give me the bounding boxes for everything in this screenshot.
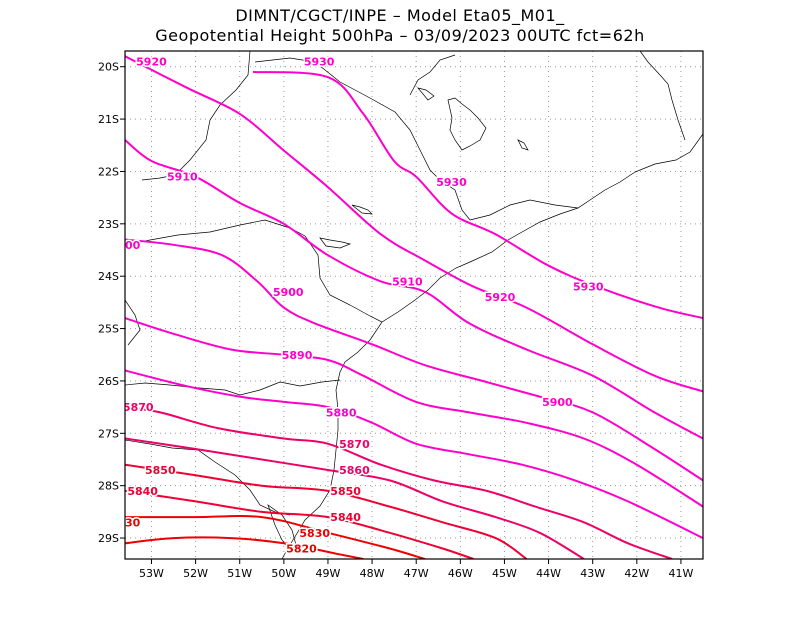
state-border	[125, 379, 341, 396]
reservoir	[319, 237, 352, 249]
contour-label: 5930	[436, 176, 467, 189]
contour-line-5860	[125, 437, 585, 559]
contour-label: 5920	[485, 291, 516, 304]
y-tick-label: 29S	[98, 532, 119, 545]
height-contours	[125, 55, 703, 559]
x-tick-label: 43W	[580, 567, 605, 580]
contour-label: 5840	[330, 511, 361, 524]
national-border	[125, 439, 291, 516]
contour-line-5920	[125, 55, 703, 393]
contour-label: 5930	[573, 281, 604, 294]
contour-labels: 5930 5930 5930 5920 5920 5910 5910 5900 5900 5900…	[110, 54, 605, 557]
y-tick-label: 28S	[98, 480, 119, 493]
reservoir	[447, 97, 487, 151]
reservoir	[417, 87, 435, 101]
contour-label: 5850	[330, 485, 361, 498]
contour-label: 5850	[145, 464, 176, 477]
x-tick-label: 49W	[316, 567, 341, 580]
contour-label: 5900	[542, 396, 573, 409]
x-tick-label: 47W	[404, 567, 429, 580]
contour-label: 5820	[286, 543, 317, 556]
coastline	[281, 133, 703, 559]
x-tick-label: 51W	[227, 567, 252, 580]
contour-label: 5890	[282, 349, 313, 362]
contour-line-5880	[125, 369, 703, 539]
axis-ticks: 53W 52W 51W 50W 49W 48W 47W 46W 45W 44W 43W 42W 41W 2…	[98, 61, 693, 580]
map-title-line-2: Geopotential Height 500hPa – 03/09/2023 …	[155, 26, 645, 45]
state-border	[141, 51, 251, 181]
contour-label: 5910	[392, 275, 423, 288]
x-tick-label: 42W	[624, 567, 649, 580]
coastline-and-borders	[125, 51, 703, 559]
contour-label: 5900	[110, 239, 141, 252]
state-border	[409, 54, 456, 96]
x-tick-label: 48W	[360, 567, 385, 580]
x-tick-label: 50W	[271, 567, 296, 580]
x-tick-label: 44W	[536, 567, 561, 580]
contour-label: 5920	[136, 55, 167, 68]
contour-line-5900	[125, 238, 703, 482]
y-tick-label: 21S	[98, 113, 119, 126]
reservoir	[351, 204, 373, 215]
x-tick-label: 41W	[669, 567, 694, 580]
contour-line-5930	[252, 70, 703, 320]
y-tick-label: 26S	[98, 375, 119, 388]
contour-label: 5830	[299, 527, 330, 540]
contour-line-5910	[125, 139, 703, 440]
map-title-line-1: DIMNT/CGCT/INPE – Model Eta05_M01_	[235, 6, 565, 25]
x-tick-label: 53W	[139, 567, 164, 580]
y-tick-label: 27S	[98, 427, 119, 440]
y-tick-label: 23S	[98, 218, 119, 231]
y-tick-label: 20S	[98, 61, 119, 74]
contour-label: 5870	[339, 438, 370, 451]
contour-label: 5860	[339, 464, 370, 477]
x-tick-label: 52W	[183, 567, 208, 580]
y-tick-label: 25S	[98, 323, 119, 336]
x-tick-label: 45W	[492, 567, 517, 580]
contour-line-5890	[125, 317, 703, 508]
contour-label: 5930	[304, 55, 335, 68]
contour-label: 5910	[167, 171, 198, 184]
state-border	[254, 57, 471, 221]
contour-label: 5880	[326, 406, 357, 419]
state-border	[639, 51, 686, 141]
contour-label: 5900	[273, 286, 304, 299]
contour-line-5830	[125, 514, 426, 559]
y-tick-label: 24S	[98, 270, 119, 283]
plot-frame	[124, 50, 704, 560]
contour-line-5840	[125, 489, 474, 559]
state-border	[469, 199, 579, 221]
contour-line-5820	[125, 536, 364, 559]
contour-label: 5830	[110, 516, 141, 529]
reservoir	[517, 139, 529, 151]
contour-line-5850	[125, 463, 528, 559]
lagoon	[267, 504, 297, 551]
contour-line-5870	[125, 406, 673, 559]
y-tick-label: 22S	[98, 165, 119, 178]
contour-label: 5870	[123, 401, 154, 414]
x-tick-label: 46W	[448, 567, 473, 580]
contour-label: 5840	[127, 485, 158, 498]
state-border	[125, 219, 383, 323]
lat-lon-grid	[125, 51, 703, 559]
